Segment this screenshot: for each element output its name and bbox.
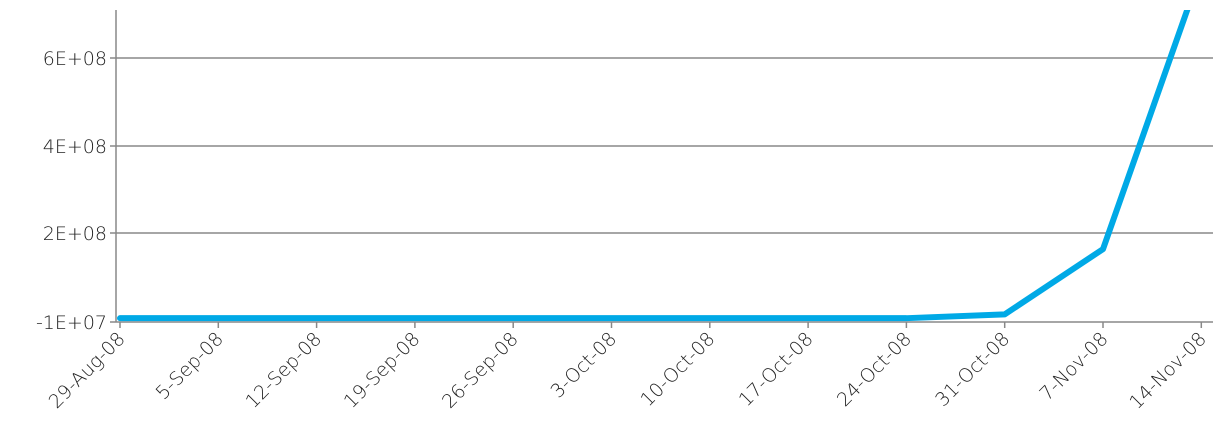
y-tick-label: 4E+08 (43, 136, 107, 158)
series-line (117, 10, 1191, 322)
x-tick-label: 24-Oct-08 (833, 328, 916, 411)
x-tick-label: 19-Sep-08 (340, 328, 425, 413)
x-tick-label: 5-Sep-08 (152, 328, 228, 404)
x-tick-label: 31-Oct-08 (931, 328, 1014, 411)
x-tick-label: 29-Aug-08 (45, 328, 130, 413)
y-axis-ticks: -1E+07 2E+08 4E+08 6E+08 (36, 48, 116, 334)
x-axis-ticks: 29-Aug-08 5-Sep-08 12-Sep-08 19-Sep-08 26-Se… (45, 322, 1211, 414)
x-tick-label: 14-Nov-08 (1125, 328, 1211, 414)
series-group (117, 10, 1191, 322)
y-tick-label: 6E+08 (43, 48, 107, 70)
y-tick-label: 2E+08 (43, 223, 107, 245)
x-tick-label: 26-Sep-08 (438, 328, 523, 413)
x-tick-label: 7-Nov-08 (1035, 328, 1112, 405)
x-tick-label: 3-Oct-08 (547, 328, 622, 403)
x-tick-label: 17-Oct-08 (735, 328, 818, 411)
x-tick-label: 10-Oct-08 (636, 328, 719, 411)
x-tick-label: 12-Sep-08 (241, 328, 326, 413)
y-tick-label: -1E+07 (36, 312, 107, 334)
gridlines (116, 57, 1213, 234)
